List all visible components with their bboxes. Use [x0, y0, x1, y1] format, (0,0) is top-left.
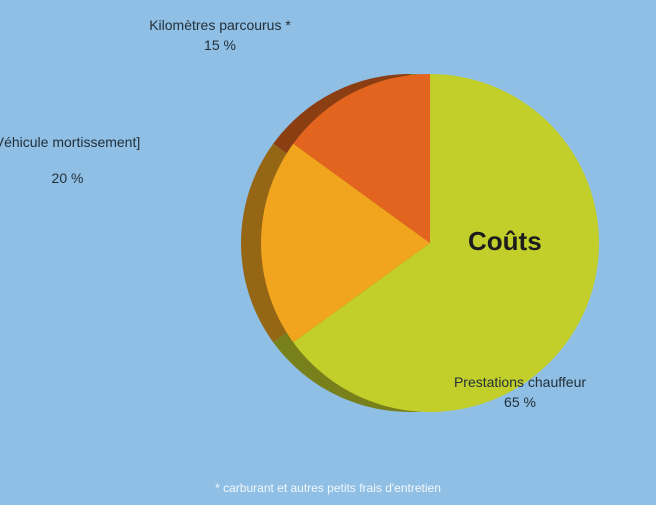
slice-label: Prestations chauffeur: [453, 374, 587, 390]
value-label: 15 %: [204, 37, 236, 53]
slice: [293, 74, 430, 243]
slice-label: Véhicule mortissement]: [0, 134, 141, 150]
slice: [293, 74, 599, 412]
value-label: 65 %: [504, 394, 536, 410]
chart-title: Coûts: [468, 226, 542, 256]
slice-label: Kilomètres parcourus *: [149, 17, 291, 33]
value-label: 20 %: [51, 170, 84, 186]
footnote: * carburant et autres petits frais d'ent…: [215, 481, 441, 495]
slice: [261, 143, 430, 343]
